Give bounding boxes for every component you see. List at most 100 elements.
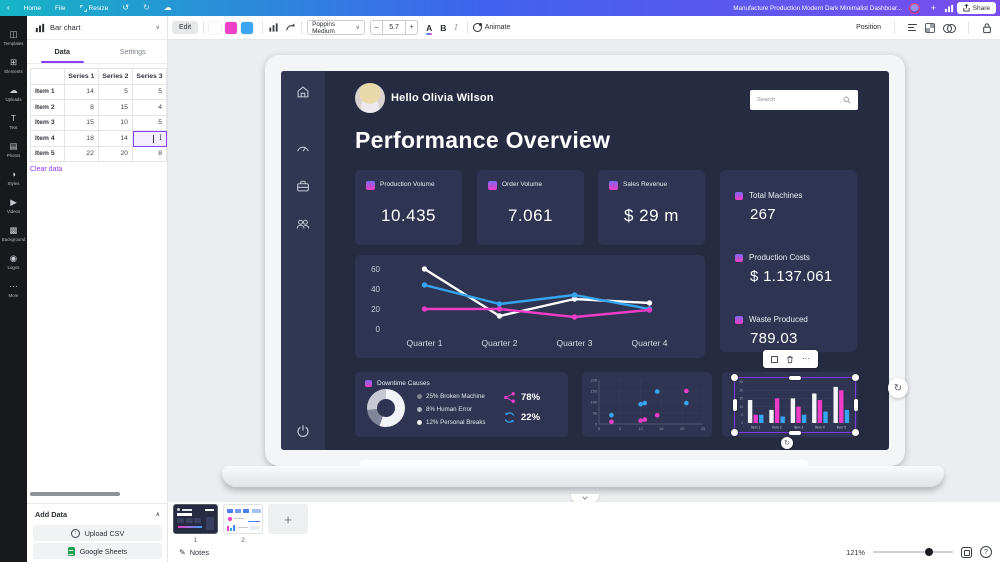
quarterly-line-chart[interactable]: 0 20 40 60 Quarter 1 Quarter 2 Quarter 3 Quarte… [355,255,705,358]
design-canvas[interactable]: Hello Olivia Wilson Search Performance O… [168,40,1000,503]
clear-data-link[interactable]: Clear data [30,166,63,173]
tidy-up-icon[interactable] [908,23,917,32]
document-title[interactable]: Manufacture Production Modern Dark Minim… [733,4,902,12]
add-page-button[interactable]: + [268,504,308,534]
dashboard-sidebar[interactable] [281,71,325,450]
chart-type-selector[interactable]: Bar chart ∨ [27,16,168,40]
mini-scatter-card[interactable]: 0 50 100 150 200 0 5 10 15 20 25 [582,372,712,437]
tab-data[interactable]: Data [27,40,98,63]
share-button[interactable]: Share [956,2,996,14]
google-sheets-button[interactable]: Google Sheets [33,543,162,559]
flip-icon[interactable] [285,22,296,33]
resize-button[interactable]: Resize [79,5,108,12]
text-color-button[interactable]: A [426,22,433,35]
greeting-text[interactable]: Hello Olivia Wilson [391,92,494,104]
resize-handle-sw[interactable] [731,429,738,436]
table-cell[interactable]: 5 [132,84,168,100]
duplicate-icon[interactable] [771,355,778,363]
sidebar-item-logos[interactable]: ◉ Logos [7,253,20,270]
file-menu[interactable]: File [55,4,66,12]
user-avatar-photo[interactable] [355,83,385,113]
table-cell[interactable]: 22 [64,146,99,162]
sidebar-item-elements[interactable]: ⊞ Elements [4,57,23,74]
upload-csv-button[interactable]: ↑ Upload CSV [33,525,162,541]
lock-icon[interactable] [982,22,992,34]
page-title[interactable]: Performance Overview [355,127,611,153]
sidebar-item-photos[interactable]: ▤ Photos [6,141,21,158]
table-cell[interactable]: 10 [98,115,133,131]
italic-button[interactable]: I [454,22,458,33]
resize-handle-e[interactable] [853,399,858,411]
page-thumbnail-2[interactable] [223,504,263,534]
back-chevron-icon[interactable]: ‹ [7,3,10,12]
collapse-panel-tab[interactable] [571,494,599,503]
tab-settings[interactable]: Settings [119,47,146,56]
sidebar-item-background[interactable]: ▩ Background [1,225,26,242]
sidebar-item-uploads[interactable]: ☁ Uploads [5,85,22,102]
position-button[interactable]: Position [856,24,881,31]
dashboard-design[interactable]: Hello Olivia Wilson Search Performance O… [281,71,889,450]
table-cell[interactable]: 14 [98,131,133,147]
resize-handle-ne[interactable] [852,374,859,381]
stat-card-production-volume[interactable]: Production Volume 10.435 [355,170,462,245]
font-size-increase[interactable]: + [405,20,419,35]
table-cell[interactable]: 5 [98,84,133,100]
table-cell[interactable]: 4 [132,100,168,116]
side-stats-panel[interactable]: Total Machines 267 Production Costs $ 1.… [720,170,857,352]
font-size-decrease[interactable]: – [370,20,384,35]
zoom-level[interactable]: 121% [846,547,865,557]
search-input[interactable]: Search [750,90,858,110]
more-options-icon[interactable]: ⋯ [802,354,810,363]
insights-icon[interactable] [944,4,954,13]
color-swatch-white[interactable] [209,21,222,34]
sidebar-item-styles[interactable]: ◑ Styles [7,169,20,186]
undo-icon[interactable]: ↺ [122,3,130,12]
font-size-value[interactable]: 5.7 [383,20,406,35]
bold-button[interactable]: B [440,22,447,33]
table-cell[interactable]: 14 [64,84,99,100]
add-member-icon[interactable]: + [930,3,936,13]
trash-icon[interactable] [786,355,794,364]
copy-style-icon[interactable] [943,23,956,33]
table-cell-editing[interactable]: I [132,131,168,147]
items-bar-chart-card[interactable]: 0 5 10 15 20 25 Item 1 Item 2 Item 3 Item 4 Item 5 [722,372,859,437]
resize-handle-w[interactable] [732,399,737,411]
table-cell[interactable]: 18 [64,131,99,147]
table-cell[interactable]: 8 [132,146,168,162]
resize-handle-nw[interactable] [731,374,738,381]
home-button[interactable]: Home [23,4,42,12]
table-cell[interactable]: 15 [98,100,133,116]
stat-card-sales-revenue[interactable]: Sales Revenue $ 29 m [598,170,705,245]
table-cell[interactable]: 20 [98,146,133,162]
edit-button[interactable]: Edit [172,21,199,34]
stat-card-order-volume[interactable]: Order Volume 7.061 [477,170,584,245]
transparency-icon[interactable] [925,22,935,33]
notes-button[interactable]: ✎ Notes [179,548,210,557]
animate-button[interactable]: Animate [484,24,511,31]
zoom-slider[interactable] [873,548,953,556]
horizontal-scrollbar[interactable] [30,492,120,496]
rotate-handle[interactable]: ↻ [781,437,793,449]
chevron-up-icon[interactable]: ∧ [155,512,160,518]
font-selector[interactable]: Poppins Medium ∨ [307,20,366,35]
table-cell[interactable]: 8 [64,100,99,116]
selection-box[interactable] [731,374,859,436]
avatar[interactable] [909,2,920,14]
sidebar-item-templates[interactable]: ◫ Templates [3,29,24,46]
grid-view-icon[interactable] [961,546,972,558]
page-thumbnail-1[interactable] [173,504,218,534]
table-cell[interactable]: 15 [64,115,99,131]
color-swatch-pink[interactable] [225,21,238,34]
sidebar-item-more[interactable]: ⋯ More [8,281,19,298]
color-swatch-blue[interactable] [241,21,254,34]
resize-handle-se[interactable] [852,429,859,436]
sidebar-item-videos[interactable]: ▶ Videos [6,197,21,214]
table-cell[interactable]: 5 [132,115,168,131]
mockup-rotate-button[interactable]: ↻ [888,378,908,398]
redo-icon[interactable]: ↻ [143,3,150,12]
zoom-slider-thumb[interactable] [925,548,933,556]
chart-type-icon[interactable] [268,22,279,33]
sidebar-item-text[interactable]: T Text [9,113,18,130]
resize-handle-n[interactable] [789,375,801,380]
help-icon[interactable]: ? [980,546,992,558]
